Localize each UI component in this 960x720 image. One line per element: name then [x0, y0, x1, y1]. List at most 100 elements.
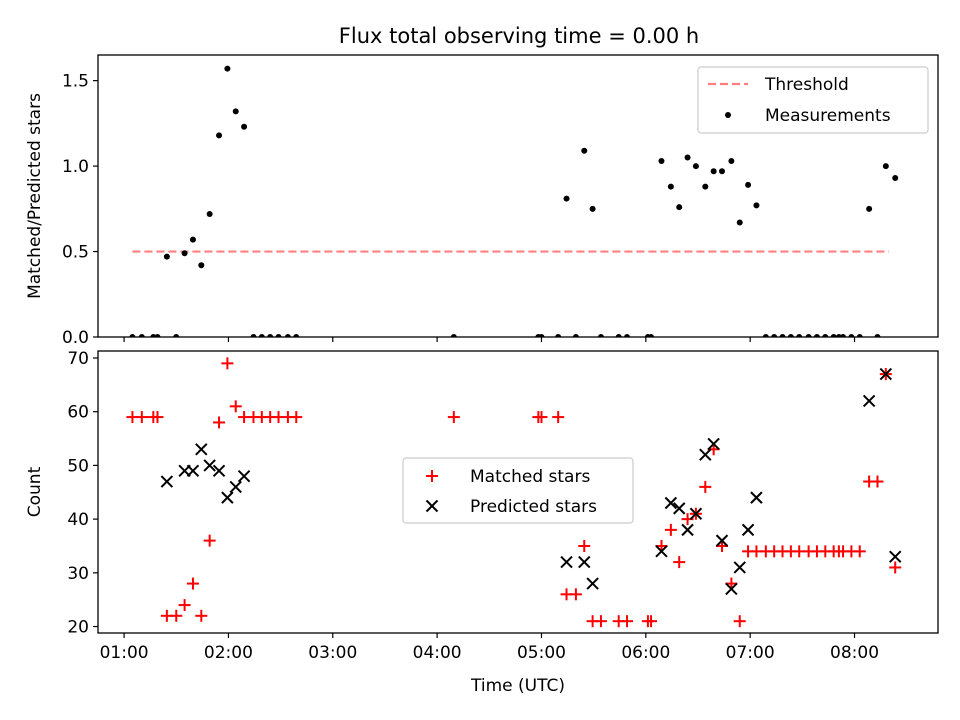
predicted-stars-point-b: [160, 475, 174, 488]
top-legend-box: [697, 66, 929, 134]
bottom-ytick-label: 70: [67, 349, 89, 369]
measurement-point: [684, 154, 691, 161]
measurement-point: [840, 334, 847, 337]
predicted-stars-point: [221, 491, 234, 504]
measurement-point: [216, 132, 223, 139]
bottom-xtick-label: 07:00: [726, 643, 775, 663]
measurement-point: [882, 163, 889, 170]
top-ytick-label: 1.5: [62, 72, 89, 92]
measurement-point: [589, 205, 596, 212]
measurement-point: [154, 334, 161, 337]
predicted-stars-point: [889, 550, 902, 563]
measurement-point: [762, 334, 769, 337]
predicted-stars-point: [862, 394, 876, 408]
measurement-point: [728, 157, 735, 164]
measurement-point: [138, 334, 145, 337]
predicted-stars-point: [673, 502, 686, 515]
predicted-stars-point: [237, 469, 251, 483]
measurement-point: [787, 334, 794, 337]
measurement-point: [892, 175, 899, 182]
top-ylabel: Matched/Predicted stars: [25, 93, 45, 299]
bottom-data-layer: [126, 357, 902, 628]
measurement-point: [241, 123, 248, 130]
predicted-stars-point-b: [195, 443, 208, 456]
predicted-stars-point-b: [689, 507, 703, 520]
bottom-axes-frame: [97, 350, 939, 634]
predicted-stars-point: [229, 480, 242, 494]
bottom-ylabel: Count: [25, 466, 45, 517]
predicted-stars-point: [655, 545, 668, 558]
legend-measurements-label: Measurements: [765, 106, 891, 126]
predicted-stars-point: [699, 448, 712, 461]
matched-stars-point: [290, 411, 303, 424]
measurement-point: [830, 334, 837, 337]
measurement-point: [267, 334, 274, 337]
bottom-ytick-label: 60: [67, 403, 89, 423]
measurement-point: [581, 147, 588, 154]
matched-stars-point: [195, 609, 208, 622]
measurement-point: [676, 204, 683, 211]
predicted-stars-point-b: [725, 582, 738, 596]
matched-stars-point: [229, 400, 242, 413]
bottom-ytick-label: 40: [67, 510, 89, 530]
matched-stars-point: [170, 609, 183, 622]
matched-stars-point: [664, 523, 677, 536]
predicted-stars-point-b: [664, 496, 678, 510]
predicted-stars-point: [578, 555, 591, 569]
bottom-xtick-label: 04:00: [413, 643, 462, 663]
measurement-point: [796, 334, 803, 337]
predicted-stars-point: [560, 555, 573, 569]
bottom-xtick-label: 08:00: [830, 643, 879, 663]
measurement-point: [563, 195, 570, 202]
predicted-stars-point: [725, 582, 738, 596]
measurement-point: [173, 334, 180, 337]
bottom-xtick-label: 01:00: [100, 643, 149, 663]
measurement-point: [555, 334, 562, 337]
measurement-point: [866, 205, 873, 212]
matched-stars-point: [135, 411, 148, 424]
measurement-point: [848, 334, 855, 337]
matched-stars-point: [733, 615, 746, 628]
predicted-stars-point: [741, 523, 755, 537]
measurement-point: [813, 334, 820, 337]
bottom-xtick-label: 02:00: [204, 643, 253, 663]
predicted-stars-point: [879, 367, 893, 381]
bottom-panel: 20 30 40 50 60 70 01:00 02:00 03:00 04:00 05:00 06:…: [25, 349, 939, 696]
matched-stars-point: [186, 577, 199, 590]
figure-title: Flux total observing time = 0.00 h: [339, 24, 699, 48]
measurement-point: [624, 334, 631, 337]
measurement-point: [710, 168, 717, 175]
legend-predicted-swatch-b: [425, 499, 439, 513]
measurement-point: [822, 334, 829, 337]
matched-stars-point: [699, 480, 712, 493]
matched-stars-point: [447, 411, 460, 424]
predicted-stars-point: [195, 443, 208, 456]
matched-stars-point: [594, 615, 607, 628]
matched-stars-point: [871, 475, 884, 488]
predicted-stars-point-b: [707, 437, 720, 451]
measurement-point: [224, 65, 231, 72]
predicted-stars-point-b: [578, 555, 591, 569]
predicted-stars-point-b: [212, 464, 226, 477]
measurement-point: [538, 334, 545, 337]
predicted-stars-point: [689, 507, 703, 520]
bottom-legend-box: [402, 457, 634, 524]
measurement-point: [284, 334, 291, 337]
measurement-point: [779, 334, 786, 337]
measurement-point: [856, 334, 863, 337]
top-ytick-label: 0.0: [62, 328, 89, 348]
matched-stars-point: [569, 588, 582, 601]
matched-stars-point: [552, 411, 565, 424]
predicted-stars-point: [733, 561, 746, 574]
measurement-point: [702, 183, 709, 190]
measurement-point: [771, 334, 778, 337]
predicted-stars-point-b: [586, 577, 599, 590]
measurement-point: [572, 334, 579, 337]
top-ytick-label: 0.5: [62, 243, 89, 263]
measurement-point: [293, 334, 300, 337]
measurement-point: [648, 334, 655, 337]
predicted-stars-point-b: [655, 545, 668, 558]
predicted-stars-point: [186, 464, 200, 477]
measurement-point: [719, 168, 725, 175]
